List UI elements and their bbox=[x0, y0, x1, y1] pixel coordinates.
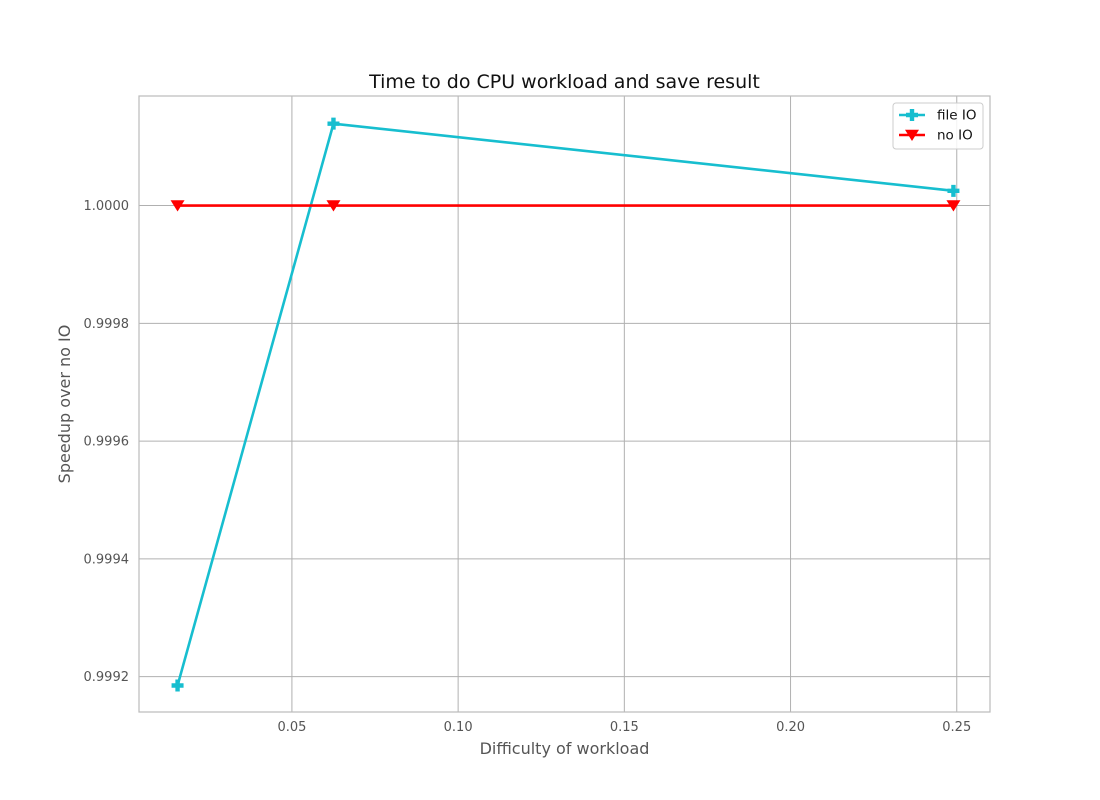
series-layer bbox=[170, 117, 961, 692]
plot-frame bbox=[138, 95, 991, 713]
x-tick-label: 0.25 bbox=[942, 720, 971, 735]
series-file-io bbox=[171, 117, 960, 692]
legend-label: no IO bbox=[937, 128, 973, 144]
y-axis-label: Speedup over no IO bbox=[55, 325, 74, 484]
data-point bbox=[171, 679, 184, 692]
y-tick-label: 0.9998 bbox=[84, 317, 130, 332]
legend-marker bbox=[905, 129, 919, 141]
y-tick-label: 1.0000 bbox=[84, 199, 130, 214]
chart-title: Time to do CPU workload and save result bbox=[368, 71, 760, 93]
x-tick-label: 0.05 bbox=[277, 720, 306, 735]
y-tick-label: 0.9994 bbox=[84, 552, 130, 567]
x-axis-label: Difficulty of workload bbox=[480, 739, 650, 758]
legend: file IO no IO bbox=[892, 102, 984, 150]
data-point bbox=[946, 200, 961, 212]
x-tick-label: 0.20 bbox=[776, 720, 805, 735]
y-tick-label: 0.9996 bbox=[84, 435, 130, 450]
series-line bbox=[176, 122, 954, 686]
grid bbox=[139, 96, 990, 712]
data-point bbox=[327, 117, 340, 130]
x-axis-ticks: 0.05 0.10 0.15 0.20 0.25 bbox=[277, 720, 971, 735]
data-point bbox=[326, 200, 341, 212]
legend-marker bbox=[906, 109, 918, 121]
legend-label: file IO bbox=[937, 108, 976, 124]
data-point bbox=[947, 184, 960, 197]
y-axis-ticks: 0.9992 0.9994 0.9996 0.9998 1.0000 bbox=[84, 199, 130, 685]
x-tick-label: 0.10 bbox=[444, 720, 473, 735]
legend-item: file IO bbox=[899, 108, 976, 124]
y-tick-label: 0.9992 bbox=[84, 670, 130, 685]
data-point bbox=[170, 200, 185, 212]
x-tick-label: 0.15 bbox=[610, 720, 639, 735]
series-no-io bbox=[170, 200, 961, 212]
legend-item: no IO bbox=[899, 128, 973, 144]
